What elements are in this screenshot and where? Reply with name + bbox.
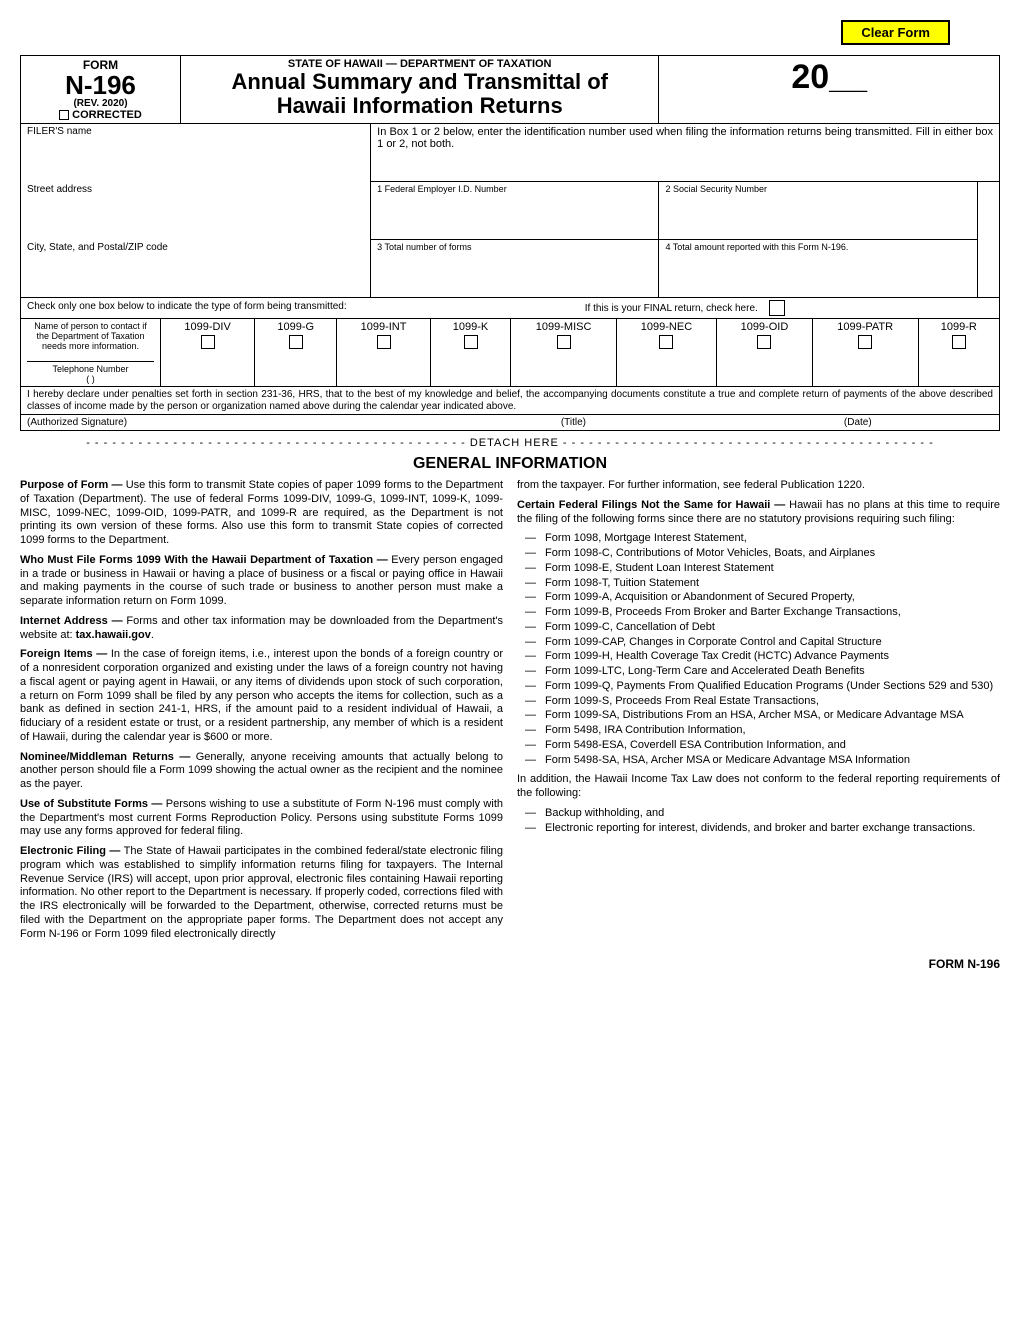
- type-1099-misc: 1099-MISC: [517, 321, 610, 333]
- excluded-forms-list: Form 1098, Mortgage Interest Statement,F…: [517, 532, 1000, 767]
- phone-parens[interactable]: ( ): [27, 374, 154, 384]
- list-item: Form 1099-H, Health Coverage Tax Credit …: [545, 650, 1000, 664]
- main-title-2: Hawaii Information Returns: [187, 94, 652, 118]
- telephone-label: Telephone Number: [27, 361, 154, 374]
- list-item: Form 1099-SA, Distributions From an HSA,…: [545, 709, 1000, 723]
- box2-label: 2 Social Security Number: [665, 184, 970, 194]
- list-item: Form 1098-E, Student Loan Interest State…: [545, 562, 1000, 576]
- list-item: Form 1099-LTC, Long-Term Care and Accele…: [545, 665, 1000, 679]
- box-instruction: In Box 1 or 2 below, enter the identific…: [377, 126, 993, 150]
- clear-form-button[interactable]: Clear Form: [841, 20, 950, 45]
- main-title-1: Annual Summary and Transmittal of: [187, 70, 652, 94]
- chk-1099-div[interactable]: [201, 335, 215, 349]
- list-item: Form 1099-B, Proceeds From Broker and Ba…: [545, 606, 1000, 620]
- list-item: Form 5498-SA, HSA, Archer MSA or Medicar…: [545, 754, 1000, 768]
- year-prefix: 20: [791, 58, 829, 96]
- general-info-title: GENERAL INFORMATION: [20, 455, 1000, 473]
- type-1099-g: 1099-G: [261, 321, 330, 333]
- chk-1099-g[interactable]: [289, 335, 303, 349]
- type-1099-k: 1099-K: [437, 321, 505, 333]
- list-item: Form 5498, IRA Contribution Information,: [545, 724, 1000, 738]
- box4-label: 4 Total amount reported with this Form N…: [665, 242, 970, 252]
- form-header-table: FORM N-196 (REV. 2020) CORRECTED STATE O…: [20, 55, 1000, 319]
- list-item: Backup withholding, and: [545, 807, 1000, 821]
- chk-1099-oid[interactable]: [757, 335, 771, 349]
- contact-name-label: Name of person to contact if the Departm…: [27, 321, 154, 351]
- street-label: Street address: [27, 184, 364, 195]
- list-item: Form 1098-C, Contributions of Motor Vehi…: [545, 547, 1000, 561]
- type-1099-r: 1099-R: [925, 321, 993, 333]
- final-label: If this is your FINAL return, check here…: [585, 303, 758, 314]
- year-blank[interactable]: __: [829, 58, 867, 96]
- list-item: Form 1099-A, Acquisition or Abandonment …: [545, 591, 1000, 605]
- right-column: from the taxpayer. For further informati…: [517, 479, 1000, 947]
- type-1099-nec: 1099-NEC: [623, 321, 710, 333]
- footer-form-id: FORM N-196: [20, 957, 1000, 971]
- sig-title: (Title): [561, 417, 586, 428]
- form-rev: (REV. 2020): [27, 98, 174, 109]
- chk-1099-k[interactable]: [464, 335, 478, 349]
- filers-name-label: FILER'S name: [27, 126, 364, 137]
- chk-1099-misc[interactable]: [557, 335, 571, 349]
- chk-1099-nec[interactable]: [659, 335, 673, 349]
- list-item: Form 1098-T, Tuition Statement: [545, 577, 1000, 591]
- type-1099-oid: 1099-OID: [723, 321, 806, 333]
- list-item: Electronic reporting for interest, divid…: [545, 822, 1000, 836]
- list-item: Form 1098, Mortgage Interest Statement,: [545, 532, 1000, 546]
- box1-label: 1 Federal Employer I.D. Number: [377, 184, 652, 194]
- list-item: Form 1099-S, Proceeds From Real Estate T…: [545, 695, 1000, 709]
- type-1099-patr: 1099-PATR: [819, 321, 912, 333]
- form-number: N-196: [27, 72, 174, 98]
- list-item: Form 1099-CAP, Changes in Corporate Cont…: [545, 636, 1000, 650]
- info-columns: Purpose of Form — Use this form to trans…: [20, 479, 1000, 947]
- type-1099-div: 1099-DIV: [167, 321, 248, 333]
- list-item: Form 5498-ESA, Coverdell ESA Contributio…: [545, 739, 1000, 753]
- sig-date: (Date): [844, 417, 872, 428]
- list-item: Form 1099-C, Cancellation of Debt: [545, 621, 1000, 635]
- check-one-label: Check only one box below to indicate the…: [27, 301, 347, 312]
- corrected-checkbox[interactable]: [59, 110, 69, 120]
- left-column: Purpose of Form — Use this form to trans…: [20, 479, 503, 947]
- chk-1099-patr[interactable]: [858, 335, 872, 349]
- box3-label: 3 Total number of forms: [377, 242, 652, 252]
- declaration-text: I hereby declare under penalties set for…: [21, 387, 1000, 415]
- final-checkbox[interactable]: [769, 300, 785, 316]
- form-types-table: Name of person to contact if the Departm…: [20, 319, 1000, 431]
- sig-auth: (Authorized Signature): [27, 417, 127, 428]
- chk-1099-int[interactable]: [377, 335, 391, 349]
- detach-line: - - - - - - - - - - - - - - - - - - - - …: [20, 437, 1000, 449]
- list-item: Form 1099-Q, Payments From Qualified Edu…: [545, 680, 1000, 694]
- chk-1099-r[interactable]: [952, 335, 966, 349]
- city-label: City, State, and Postal/ZIP code: [27, 242, 364, 253]
- nonconform-list: Backup withholding, andElectronic report…: [517, 807, 1000, 836]
- corrected-label: CORRECTED: [72, 109, 142, 121]
- type-1099-int: 1099-INT: [343, 321, 423, 333]
